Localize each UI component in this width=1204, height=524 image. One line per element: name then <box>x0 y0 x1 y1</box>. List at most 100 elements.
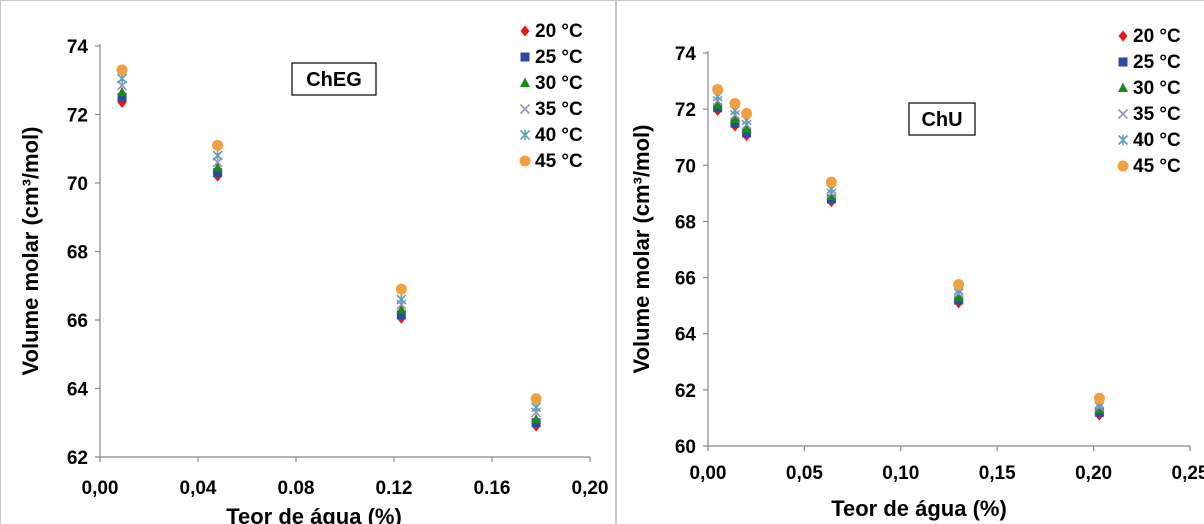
chu-point-triangle <box>953 291 964 302</box>
chu-legend-label: 45 °C <box>1133 156 1181 177</box>
chu-legend-marker <box>1118 30 1128 42</box>
cheg-point-triangle <box>212 162 223 172</box>
cheg-y-tick-label: 70 <box>67 174 88 195</box>
cheg-legend-label: 25 °C <box>535 47 583 68</box>
cheg-x-tick-label: 0.16 <box>474 478 511 499</box>
cheg-y-tick-label: 66 <box>67 311 88 332</box>
chu-point-triangle-shape <box>953 291 964 302</box>
chu-point-circle <box>741 107 753 119</box>
chu-point-circle <box>953 279 965 291</box>
chu-x-tick-label: 0,00 <box>690 463 727 484</box>
chu-point-circle <box>712 83 724 95</box>
cheg-x-tick-label: 0,04 <box>180 478 217 499</box>
chu-legend-marker <box>1117 108 1129 120</box>
chu-legend-marker-shape <box>1118 57 1128 67</box>
cheg-legend-marker <box>520 25 530 37</box>
cheg-legend-marker <box>519 155 531 167</box>
chu-point-square <box>730 118 740 128</box>
cheg-point-triangle-shape <box>117 86 128 97</box>
chu-x-tick-label: 0,15 <box>979 463 1016 484</box>
chu-x-axis-title: Teor de água (%) <box>831 496 1007 521</box>
chu-point-circle <box>825 176 837 188</box>
cheg-legend-marker-shape <box>520 25 530 37</box>
chu-legend-label: 35 °C <box>1133 104 1181 125</box>
chu-legend-marker-shape <box>1118 30 1128 42</box>
chu-legend-marker <box>1118 57 1128 67</box>
cheg-legend-marker-shape <box>519 155 531 167</box>
cheg-point-square-shape <box>396 310 406 320</box>
cheg-point-triangle-shape <box>396 304 407 314</box>
chu-point-triangle <box>826 190 837 201</box>
cheg-legend-marker <box>520 52 530 62</box>
chu-point-square <box>742 128 752 138</box>
chu-legend-marker-shape <box>1117 134 1129 146</box>
cheg-chart: 62 64 66 68 70 72 74 0,00 0,04 0.08 0.12 0.16 0,20 Te… <box>18 21 608 524</box>
chu-point-circle-shape <box>729 98 741 110</box>
cheg-x-tick-label: 0.12 <box>376 478 413 499</box>
cheg-point-circle-shape <box>530 393 542 405</box>
chu-point-square-shape <box>730 118 740 128</box>
chu-point-square-shape <box>742 128 752 138</box>
cheg-y-tick-label: 68 <box>67 243 88 264</box>
chu-legend-marker-shape <box>1117 160 1129 172</box>
chu-point-triangle-shape <box>741 123 752 133</box>
chu-x-tick-label: 0,25 <box>1172 463 1204 484</box>
chu-legend-marker <box>1117 160 1129 172</box>
chu-point-triangle-shape <box>729 113 740 123</box>
panel-border-left <box>0 0 616 524</box>
chu-legend-label: 25 °C <box>1133 52 1181 73</box>
chu-legend-marker-shape <box>1118 82 1128 92</box>
cheg-point-circle-shape <box>116 64 128 76</box>
chu-chart: 60 62 64 66 68 70 72 74 0,00 0,05 0,10 0,15 0,20 0,25… <box>629 26 1204 521</box>
cheg-point-circle-shape <box>212 139 224 151</box>
chu-x-tick-label: 0,20 <box>1075 463 1112 484</box>
cheg-y-tick-label: 64 <box>67 380 89 401</box>
cheg-x-axis-title: Teor de água (%) <box>226 504 402 524</box>
chu-y-tick-label: 60 <box>675 437 696 458</box>
chu-title-box <box>908 102 976 136</box>
chart-layer: 62 64 66 68 70 72 74 0,00 0,04 0.08 0.12 0.16 0,20 Te… <box>18 21 1204 524</box>
cheg-point-circle <box>395 283 407 295</box>
chu-y-tick-label: 74 <box>675 44 697 65</box>
chu-point-triangle <box>741 123 752 133</box>
chu-y-tick-label: 70 <box>675 156 696 177</box>
chu-legend-marker-shape <box>1117 108 1129 120</box>
cheg-point-asterisk-shape <box>212 150 223 161</box>
cheg-legend-label: 20 °C <box>535 21 583 42</box>
chu-y-axis-title: Volume molar (cm³/mol) <box>629 125 654 374</box>
cheg-point-triangle <box>117 86 128 97</box>
chu-point-triangle <box>712 99 723 109</box>
chu-point-triangle-shape <box>712 99 723 109</box>
cheg-legend-label: 30 °C <box>535 73 583 94</box>
cheg-x-tick-label: 0,00 <box>82 478 119 499</box>
cheg-point-triangle <box>531 413 542 424</box>
chu-y-tick-label: 66 <box>675 269 696 290</box>
cheg-point-triangle-shape <box>212 162 223 172</box>
chu-x-tick-label: 0,05 <box>786 463 823 484</box>
cheg-point-square-shape <box>117 92 127 102</box>
cheg-title-box <box>291 62 377 96</box>
cheg-y-tick-label: 62 <box>67 448 88 469</box>
cheg-point-asterisk <box>212 150 223 161</box>
chu-legend-label: 20 °C <box>1133 26 1181 47</box>
cheg-point-square <box>117 92 127 102</box>
chu-legend-marker <box>1117 134 1129 146</box>
cheg-y-axis-title: Volume molar (cm³/mol) <box>18 127 43 376</box>
cheg-point-triangle-shape <box>531 413 542 424</box>
cheg-legend-marker <box>520 77 530 87</box>
chu-legend-label: 30 °C <box>1133 78 1181 99</box>
chu-point-circle-shape <box>741 107 753 119</box>
cheg-point-square-shape <box>213 168 223 178</box>
cheg-point-circle <box>530 393 542 405</box>
cheg-legend-marker <box>519 103 531 115</box>
cheg-y-tick-label: 74 <box>67 37 89 58</box>
chu-point-circle <box>1093 392 1105 404</box>
cheg-legend-marker-shape <box>519 103 531 115</box>
chu-point-circle-shape <box>712 83 724 95</box>
cheg-legend-marker-shape <box>520 77 530 87</box>
cheg-point-triangle <box>396 304 407 314</box>
cheg-point-asterisk-shape <box>396 294 407 305</box>
chu-y-tick-label: 62 <box>675 381 696 402</box>
chu-point-triangle-shape <box>826 190 837 201</box>
chu-point-circle-shape <box>1093 392 1105 404</box>
